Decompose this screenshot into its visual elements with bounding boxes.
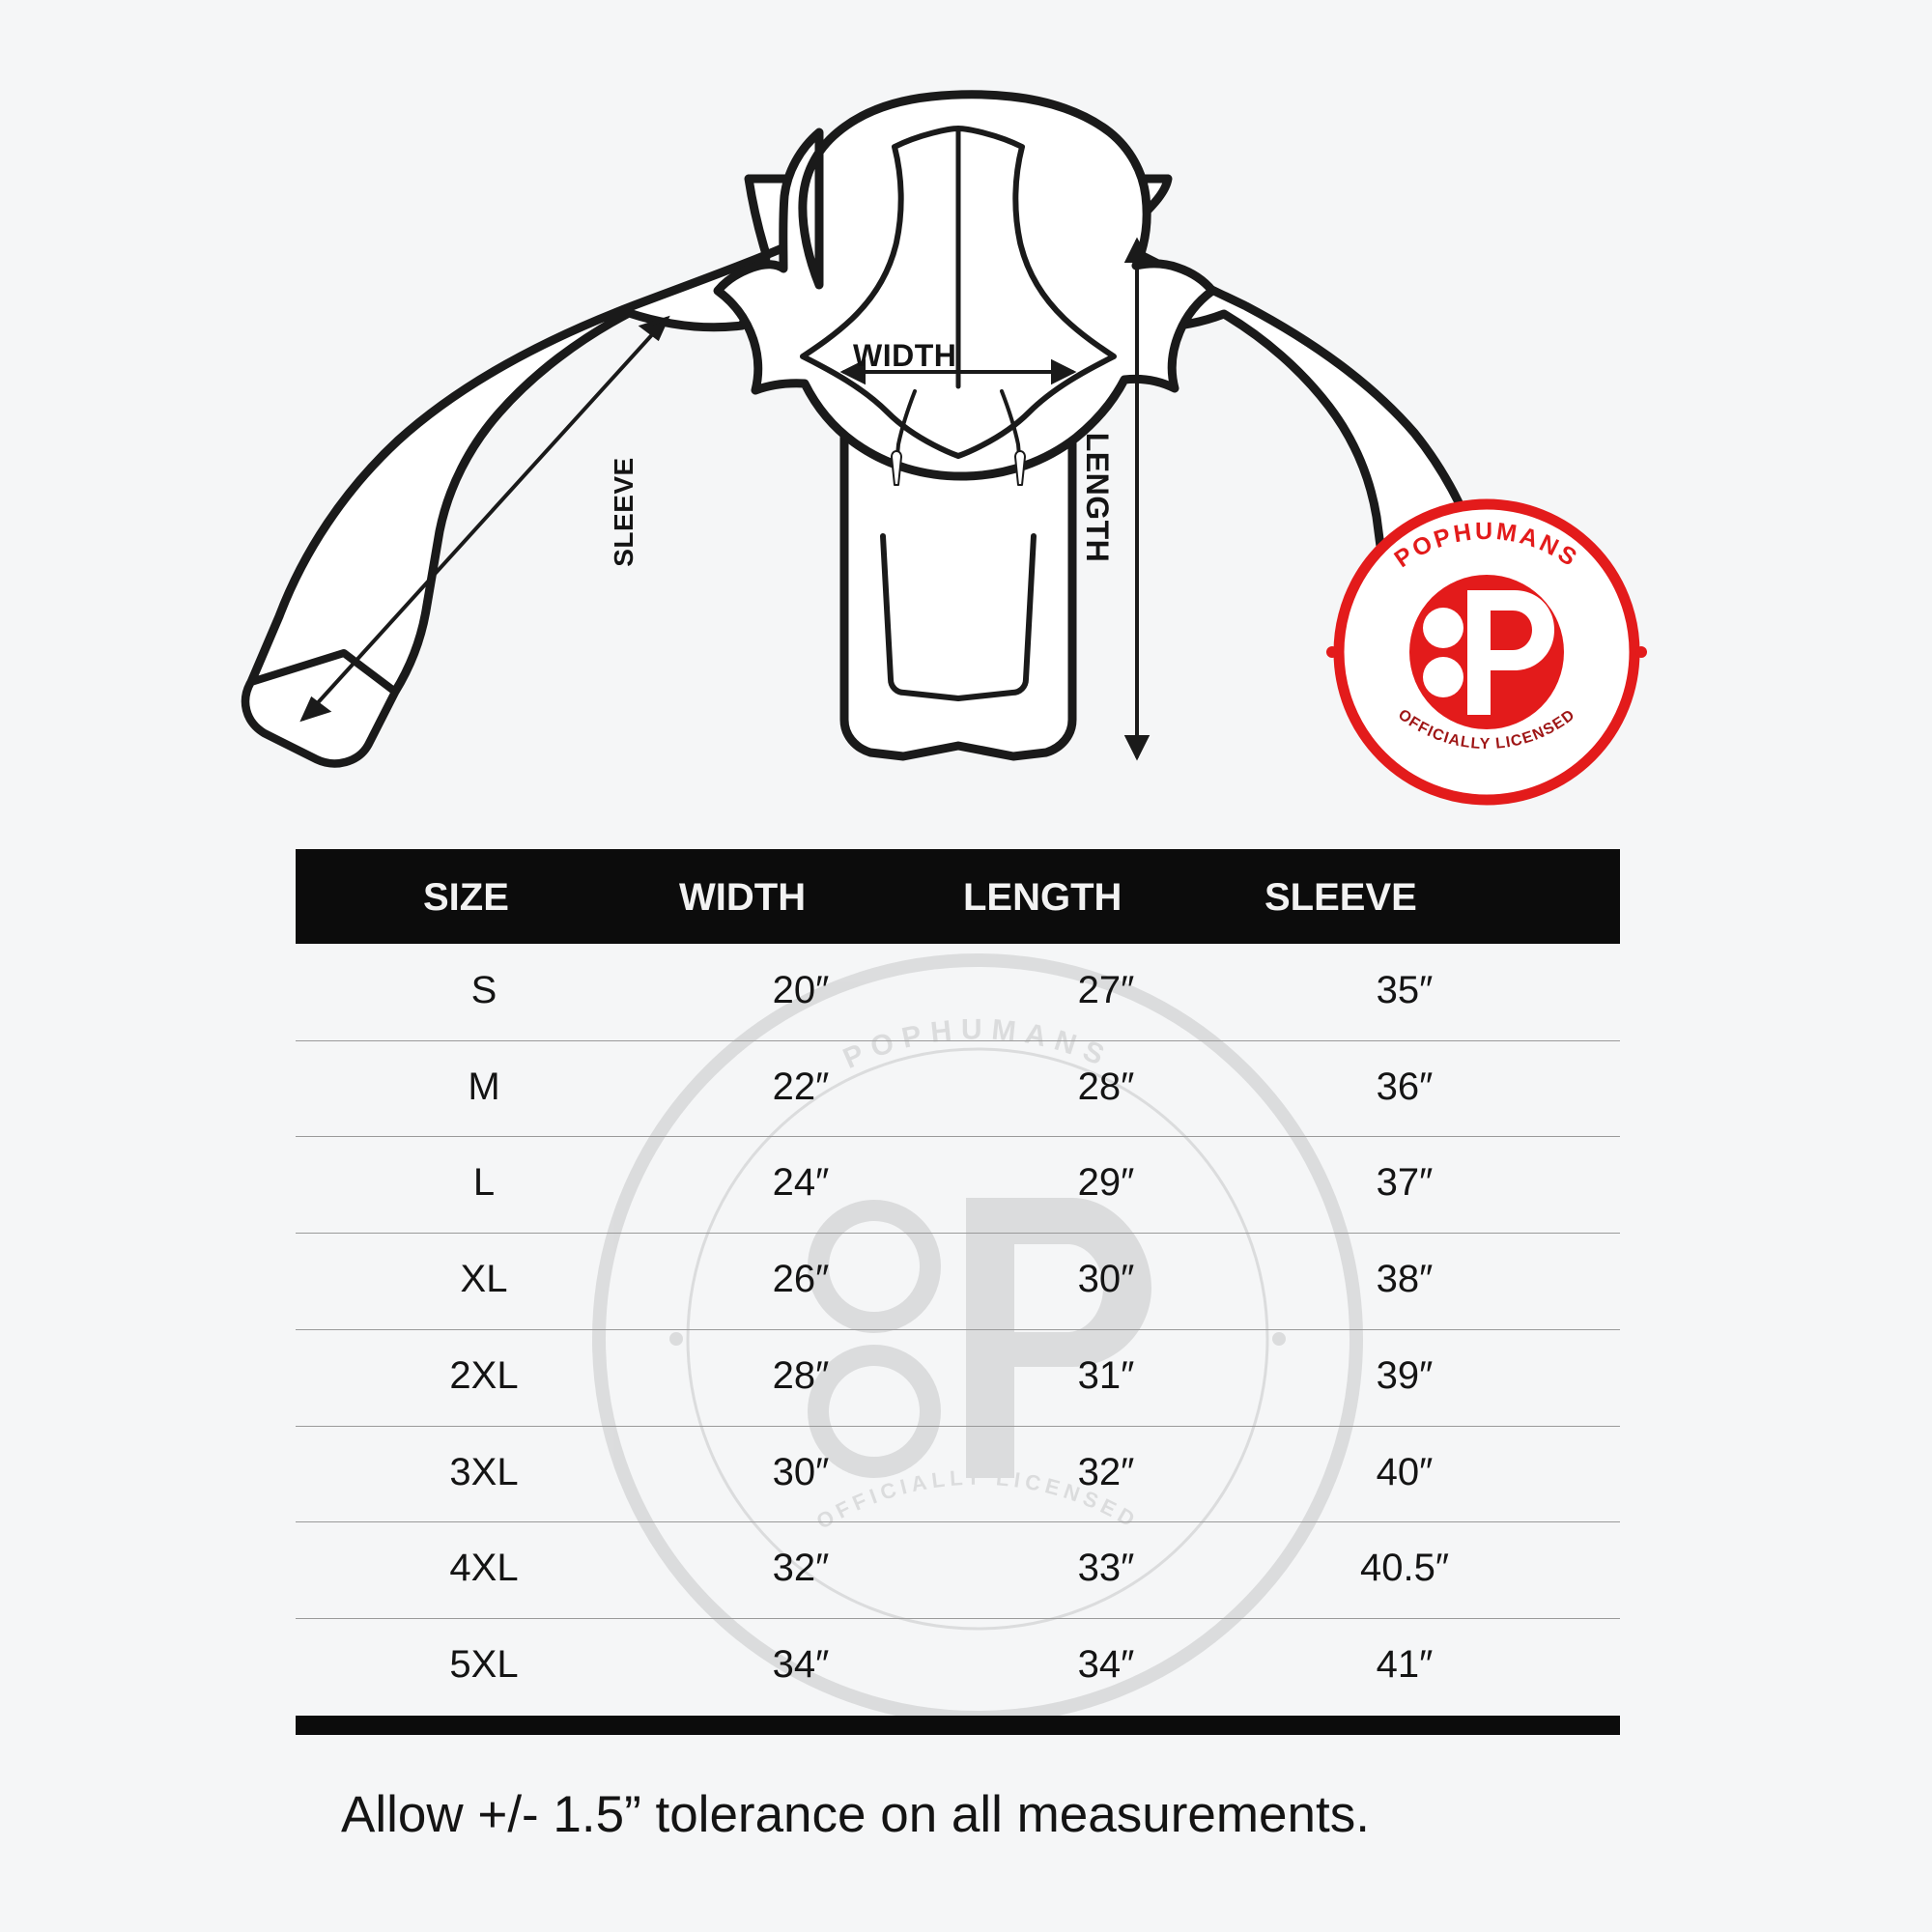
svg-text:SLEEVE: SLEEVE (609, 457, 639, 566)
